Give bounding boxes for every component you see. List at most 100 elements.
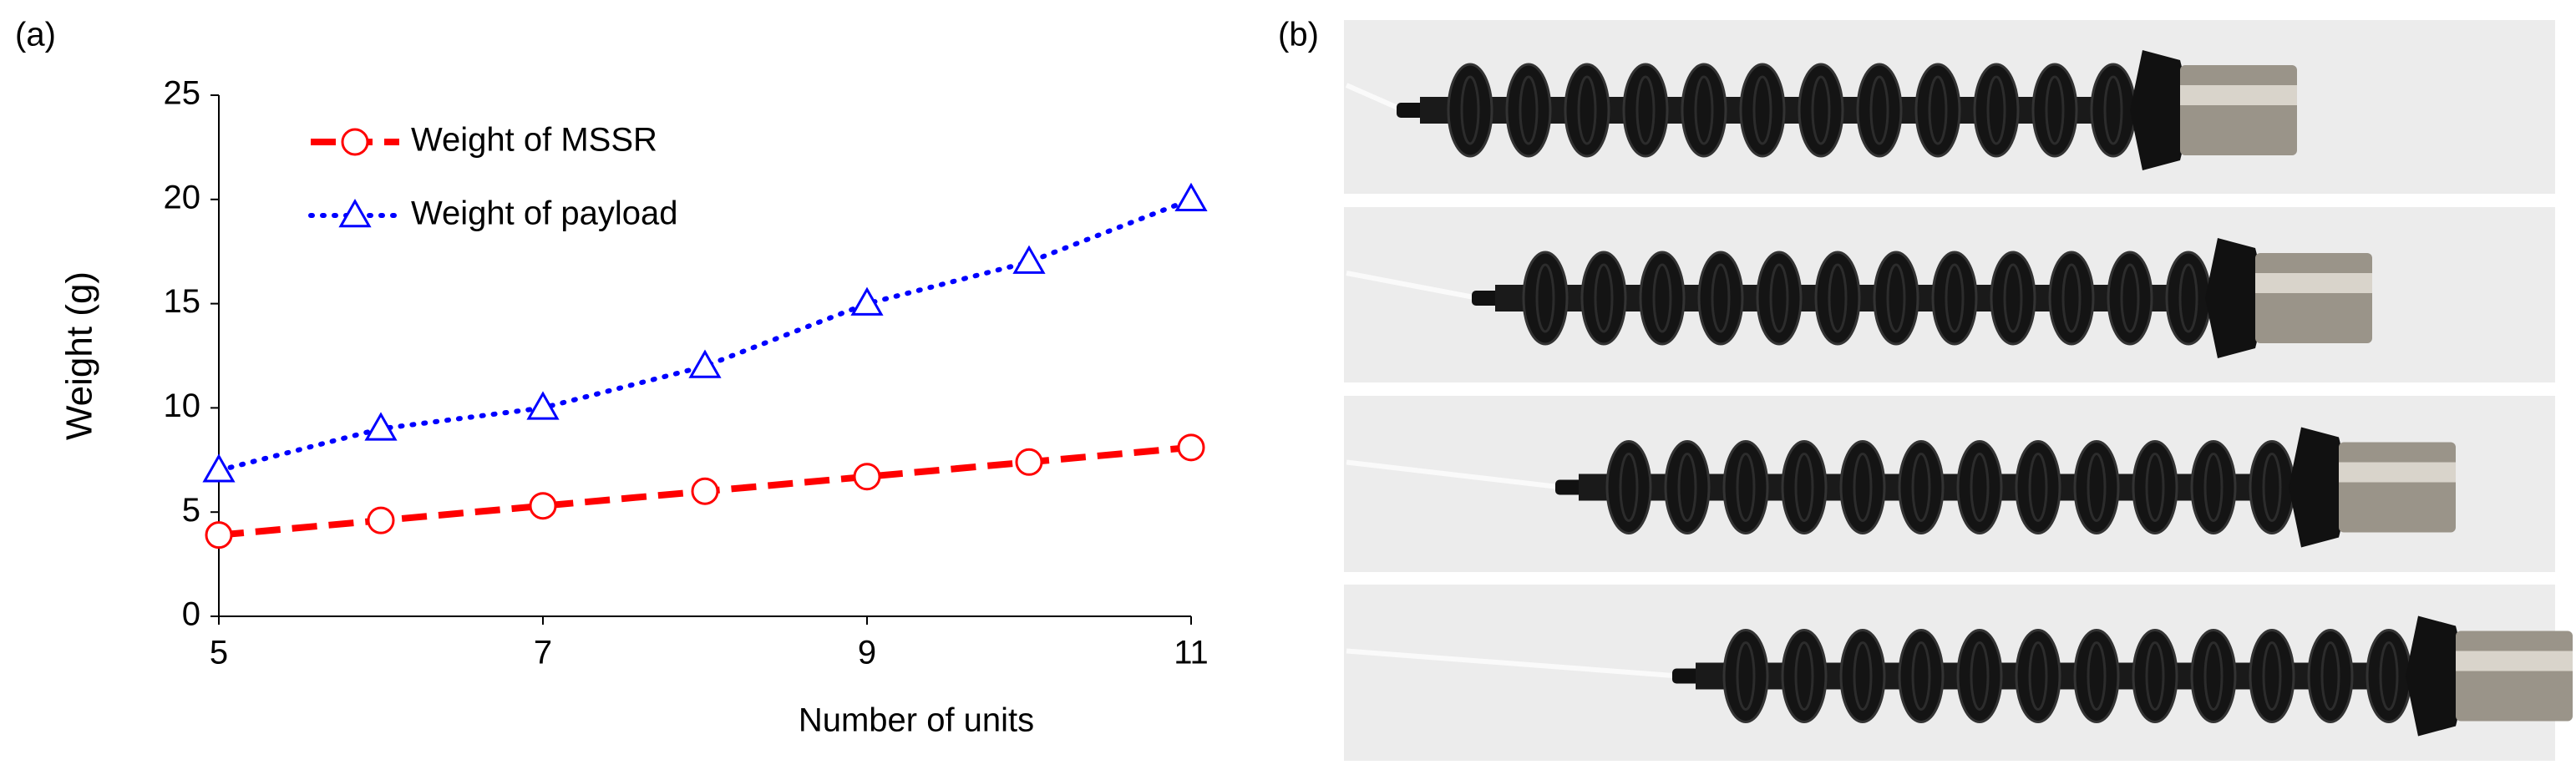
segment-ridge xyxy=(1694,75,1714,145)
nut xyxy=(2289,427,2351,548)
segment-ridge xyxy=(1945,263,1965,333)
segment-ridge xyxy=(1853,641,1873,711)
y-tick-label: 10 xyxy=(164,387,201,424)
segment-ridge xyxy=(1886,263,1906,333)
segment-ridge xyxy=(2203,641,2224,711)
cylinder xyxy=(2339,442,2456,533)
segment xyxy=(2015,440,2061,534)
segment xyxy=(1956,629,2003,723)
segment xyxy=(1722,629,1769,723)
cylinder xyxy=(2255,253,2372,343)
nut xyxy=(2130,50,2193,170)
segment-ridge xyxy=(1911,641,1931,711)
segment xyxy=(1856,63,1903,158)
photo-panel xyxy=(1344,20,2573,761)
segment-ridge xyxy=(1577,75,1597,145)
segment xyxy=(1814,251,1861,346)
segment xyxy=(2031,63,2078,158)
segment-ridge xyxy=(1460,75,1480,145)
marker xyxy=(1174,182,1208,212)
segment xyxy=(1522,251,1569,346)
segment-ridge xyxy=(1619,453,1639,522)
segment-ridge xyxy=(2087,641,2107,711)
marker xyxy=(529,492,557,520)
segment xyxy=(1839,629,1886,723)
y-axis-label: Weight (g) xyxy=(59,271,100,440)
panel-label: (b) xyxy=(1278,17,1319,53)
segment-ridge xyxy=(1711,263,1731,333)
segment xyxy=(2190,440,2237,534)
segment-ridge xyxy=(2061,263,2082,333)
marker xyxy=(850,286,884,316)
segment xyxy=(1756,251,1803,346)
segment-ridge xyxy=(2087,453,2107,522)
segment xyxy=(1839,440,1886,534)
segment-ridge xyxy=(1594,263,1614,333)
segment-ridge xyxy=(1986,75,2006,145)
segment xyxy=(2073,629,2120,723)
marker xyxy=(526,391,560,420)
segment-ridge xyxy=(1769,263,1789,333)
segment xyxy=(1973,63,2020,158)
segment-ridge xyxy=(1828,263,1848,333)
segment-ridge xyxy=(2203,453,2224,522)
panel-label: (a) xyxy=(15,17,56,53)
segment xyxy=(1722,440,1769,534)
segment-ridge xyxy=(2320,641,2340,711)
cylinder xyxy=(2456,631,2573,722)
marker xyxy=(364,412,398,441)
segment xyxy=(2132,440,2178,534)
segment xyxy=(1664,440,1711,534)
segment xyxy=(2190,629,2237,723)
segment-ridge xyxy=(1853,453,1873,522)
segment xyxy=(1447,63,1493,158)
segment-ridge xyxy=(1736,641,1756,711)
marker xyxy=(853,463,881,491)
segment-ridge xyxy=(2103,75,2123,145)
y-tick-label: 0 xyxy=(182,596,200,633)
segment-ridge xyxy=(2145,641,2165,711)
segment-ridge xyxy=(1911,453,1931,522)
segment-ridge xyxy=(1794,641,1814,711)
segment-ridge xyxy=(2262,453,2282,522)
cylinder-shine xyxy=(2339,462,2456,483)
x-tick-label: 7 xyxy=(534,635,552,671)
segment xyxy=(2249,629,2295,723)
segment-ridge xyxy=(1519,75,1539,145)
legend-marker xyxy=(338,198,372,228)
tube xyxy=(1346,648,1680,679)
x-tick-label: 11 xyxy=(1174,635,1209,671)
segment-ridge xyxy=(2145,453,2165,522)
segment-ridge xyxy=(1736,453,1756,522)
marker xyxy=(1177,433,1205,462)
y-tick-label: 5 xyxy=(182,492,200,529)
segment-ridge xyxy=(1811,75,1831,145)
segment xyxy=(2307,629,2354,723)
segment-ridge xyxy=(1970,641,1990,711)
segment-ridge xyxy=(1928,75,1948,145)
segment xyxy=(1781,629,1828,723)
segment-ridge xyxy=(2028,641,2048,711)
segment-ridge xyxy=(1535,263,1555,333)
x-axis-label: Number of units xyxy=(799,702,1034,739)
legend-label: Weight of payload xyxy=(411,195,677,232)
segment xyxy=(1873,251,1919,346)
segment xyxy=(1931,251,1978,346)
segment xyxy=(1605,440,1652,534)
marker xyxy=(1015,448,1043,476)
segment xyxy=(1505,63,1552,158)
segment xyxy=(1564,63,1610,158)
series-line xyxy=(216,196,1194,474)
marker xyxy=(688,349,722,378)
segment-ridge xyxy=(1652,263,1672,333)
marker xyxy=(205,521,233,550)
segment-ridge xyxy=(2003,263,2023,333)
legend-label: Weight of MSSR xyxy=(411,122,657,159)
tube xyxy=(1346,459,1563,490)
y-tick-label: 25 xyxy=(164,75,201,112)
marker xyxy=(691,477,719,505)
cylinder-shine xyxy=(2456,651,2573,671)
segment xyxy=(2048,251,2095,346)
segment xyxy=(1990,251,2036,346)
